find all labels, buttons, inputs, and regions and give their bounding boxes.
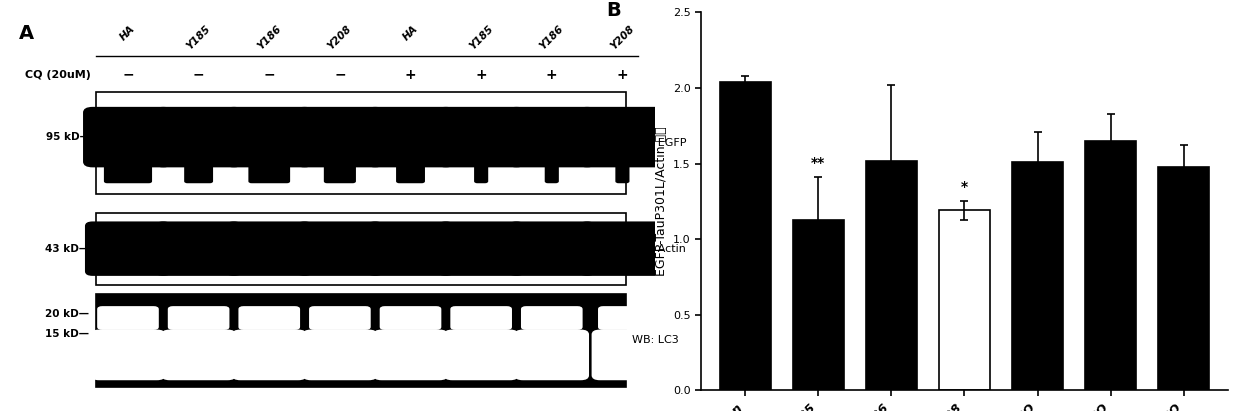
FancyBboxPatch shape xyxy=(615,164,630,183)
FancyBboxPatch shape xyxy=(367,222,454,276)
FancyBboxPatch shape xyxy=(579,222,666,276)
Text: B: B xyxy=(606,1,621,20)
FancyBboxPatch shape xyxy=(474,164,489,183)
FancyBboxPatch shape xyxy=(155,222,242,276)
FancyBboxPatch shape xyxy=(373,330,448,380)
FancyBboxPatch shape xyxy=(238,306,300,330)
Text: −: − xyxy=(263,68,275,82)
FancyBboxPatch shape xyxy=(91,330,165,380)
FancyBboxPatch shape xyxy=(95,92,626,194)
FancyBboxPatch shape xyxy=(508,222,595,276)
Y-axis label: EGFP-TauP301L/Actin 比値: EGFP-TauP301L/Actin 比値 xyxy=(655,127,667,276)
FancyBboxPatch shape xyxy=(578,107,667,167)
Text: −: − xyxy=(192,68,205,82)
Text: 15 kD—: 15 kD— xyxy=(46,329,89,339)
Text: −: − xyxy=(123,68,134,82)
Text: −: − xyxy=(334,68,346,82)
Text: 43 kD—: 43 kD— xyxy=(46,244,89,254)
FancyBboxPatch shape xyxy=(598,306,647,330)
Text: +: + xyxy=(616,68,629,82)
FancyBboxPatch shape xyxy=(438,222,525,276)
Bar xyxy=(792,219,843,390)
FancyBboxPatch shape xyxy=(232,330,306,380)
FancyBboxPatch shape xyxy=(507,107,596,167)
FancyBboxPatch shape xyxy=(521,306,583,330)
Bar xyxy=(939,210,990,390)
FancyBboxPatch shape xyxy=(544,164,559,183)
FancyBboxPatch shape xyxy=(444,330,518,380)
FancyBboxPatch shape xyxy=(226,222,312,276)
FancyBboxPatch shape xyxy=(104,164,153,183)
FancyBboxPatch shape xyxy=(95,213,626,284)
Text: *: * xyxy=(961,180,968,194)
Text: +: + xyxy=(404,68,417,82)
Text: Y186: Y186 xyxy=(255,24,283,51)
FancyBboxPatch shape xyxy=(303,330,377,380)
Text: Y186: Y186 xyxy=(538,24,565,51)
Text: Y208: Y208 xyxy=(326,24,353,51)
Bar xyxy=(1158,166,1209,390)
FancyBboxPatch shape xyxy=(450,306,512,330)
FancyBboxPatch shape xyxy=(591,330,653,380)
FancyBboxPatch shape xyxy=(83,107,172,167)
Text: +: + xyxy=(546,68,558,82)
Text: WB: EGFP: WB: EGFP xyxy=(632,138,687,148)
Text: CQ (20uM): CQ (20uM) xyxy=(25,70,91,80)
Bar xyxy=(866,161,916,390)
FancyBboxPatch shape xyxy=(97,306,159,330)
FancyBboxPatch shape xyxy=(295,107,384,167)
FancyBboxPatch shape xyxy=(324,164,356,183)
FancyBboxPatch shape xyxy=(161,330,236,380)
FancyBboxPatch shape xyxy=(436,107,526,167)
FancyBboxPatch shape xyxy=(296,222,383,276)
FancyBboxPatch shape xyxy=(515,330,589,380)
Text: A: A xyxy=(19,24,33,43)
FancyBboxPatch shape xyxy=(396,164,425,183)
Text: Y185: Y185 xyxy=(467,24,495,51)
Text: **: ** xyxy=(811,156,826,170)
FancyBboxPatch shape xyxy=(248,164,290,183)
Text: Y185: Y185 xyxy=(185,24,212,51)
Bar xyxy=(1085,141,1136,390)
Text: WB: LC3: WB: LC3 xyxy=(632,335,678,345)
FancyBboxPatch shape xyxy=(185,164,213,183)
Bar xyxy=(719,82,771,390)
FancyBboxPatch shape xyxy=(167,306,229,330)
FancyBboxPatch shape xyxy=(86,222,171,276)
FancyBboxPatch shape xyxy=(379,306,441,330)
FancyBboxPatch shape xyxy=(154,107,243,167)
Text: WB: Actin: WB: Actin xyxy=(632,244,686,254)
Text: Y208: Y208 xyxy=(609,24,636,51)
Text: 95 kD—: 95 kD— xyxy=(46,132,89,142)
Text: HA: HA xyxy=(119,24,138,42)
Text: 20 kD—: 20 kD— xyxy=(46,309,89,319)
FancyBboxPatch shape xyxy=(224,107,314,167)
FancyBboxPatch shape xyxy=(366,107,455,167)
Text: HA: HA xyxy=(401,24,420,42)
Bar xyxy=(1012,162,1063,390)
FancyBboxPatch shape xyxy=(95,294,626,387)
FancyBboxPatch shape xyxy=(309,306,371,330)
Text: +: + xyxy=(475,68,487,82)
